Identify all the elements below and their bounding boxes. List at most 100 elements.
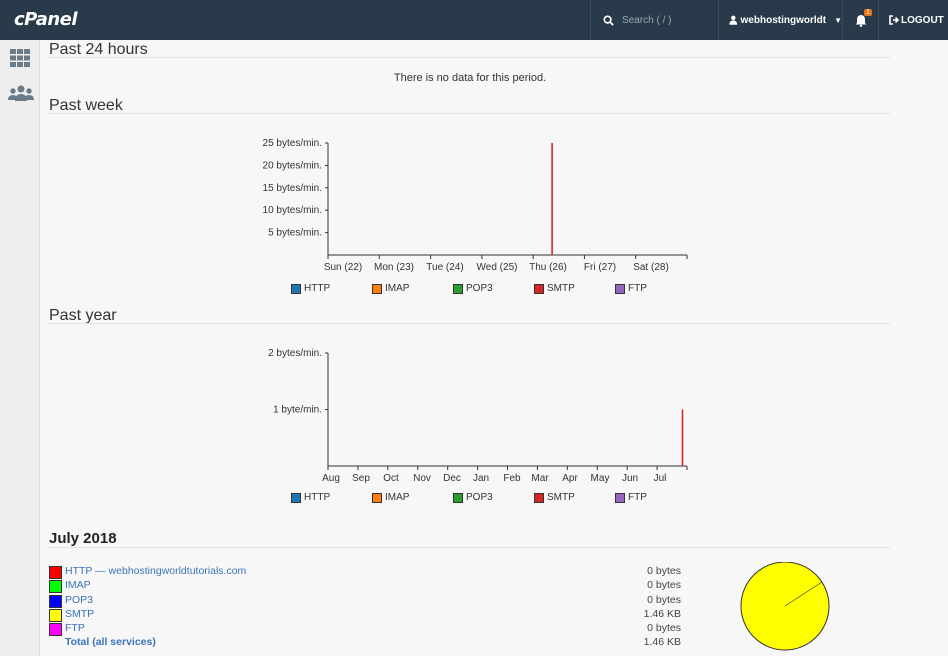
usage-value: 0 bytes xyxy=(647,622,681,635)
usage-swatch xyxy=(49,594,62,608)
search-placeholder: Search ( / ) xyxy=(622,14,672,26)
pie-slice-edge xyxy=(784,581,823,607)
usage-swatch xyxy=(49,580,62,594)
x-tick-label: Dec xyxy=(443,473,461,484)
usage-total-row: Total (all services) 1.46 KB xyxy=(49,636,689,650)
bandwidth-pie-chart xyxy=(740,562,830,651)
divider xyxy=(49,323,890,324)
usage-service-link[interactable]: POP3 xyxy=(65,593,94,606)
usage-service-link[interactable]: HTTP — webhostingworldtutorials.com xyxy=(65,565,247,577)
usage-service-link[interactable]: FTP xyxy=(65,622,85,635)
y-tick-label: 20 bytes/min. xyxy=(263,160,322,171)
legend-swatch xyxy=(372,283,382,294)
usage-row: FTP 0 bytes xyxy=(49,622,689,637)
logout-button[interactable]: LOGOUT xyxy=(878,0,948,40)
section-title-year: Past year xyxy=(49,307,117,324)
usage-service-link[interactable]: IMAP xyxy=(65,579,91,592)
users-icon[interactable] xyxy=(8,84,34,104)
user-menu[interactable]: webhostingworldt ▼ xyxy=(718,0,842,40)
x-tick-label: May xyxy=(591,473,610,484)
weekly-chart-legend: HTTP IMAP POP3 SMTP FTP xyxy=(291,283,696,294)
usage-value: 0 bytes xyxy=(647,565,681,577)
legend-swatch xyxy=(534,283,544,294)
yearly-traffic-chart: 1 byte/min. 2 bytes/min. Aug Sep Oct Nov Dec Ja… xyxy=(268,348,688,484)
y-tick-label: 2 bytes/min. xyxy=(268,348,322,359)
divider xyxy=(49,57,890,58)
legend-swatch xyxy=(453,492,463,503)
yearly-chart-legend: HTTP IMAP POP3 SMTP FTP xyxy=(291,492,696,503)
section-title-week: Past week xyxy=(49,97,123,114)
usage-total-link[interactable]: Total (all services) xyxy=(65,636,156,649)
legend-swatch xyxy=(291,492,301,503)
divider xyxy=(49,113,890,114)
legend-swatch xyxy=(534,492,544,503)
y-tick-label: 15 bytes/min. xyxy=(263,183,322,194)
x-tick-label: Feb xyxy=(503,473,521,484)
legend-item-smtp: SMTP xyxy=(534,492,615,503)
legend-swatch xyxy=(453,283,463,294)
usage-swatch xyxy=(49,608,62,622)
x-tick-label: Thu (26) xyxy=(529,262,567,273)
legend-swatch xyxy=(372,492,382,503)
x-tick-label: Oct xyxy=(383,473,399,484)
usage-row: SMTP 1.46 KB xyxy=(49,608,689,622)
usage-value: 1.46 KB xyxy=(643,607,681,620)
legend-item-imap: IMAP xyxy=(372,283,453,294)
grid-icon[interactable] xyxy=(8,48,32,68)
logout-icon xyxy=(889,15,899,25)
month-title: July 2018 xyxy=(49,530,117,547)
legend-label: IMAP xyxy=(385,492,410,503)
legend-item-ftp: FTP xyxy=(615,283,696,294)
x-tick-label: Aug xyxy=(322,473,340,484)
legend-swatch xyxy=(615,492,625,503)
x-tick-label: Jan xyxy=(473,473,489,484)
legend-label: POP3 xyxy=(466,492,493,503)
legend-item-pop3: POP3 xyxy=(453,283,534,294)
usage-value: 0 bytes xyxy=(647,593,681,606)
x-tick-label: Wed (25) xyxy=(477,262,518,273)
legend-swatch xyxy=(615,283,625,294)
x-tick-label: Mar xyxy=(531,473,549,484)
bell-icon xyxy=(855,14,866,27)
legend-label: FTP xyxy=(628,283,647,294)
search-icon xyxy=(603,14,614,26)
sidebar xyxy=(0,40,40,656)
x-tick-label: Sep xyxy=(352,473,370,484)
notifications-button[interactable]: 1 xyxy=(842,0,878,40)
x-tick-label: Tue (24) xyxy=(426,262,463,273)
legend-label: HTTP xyxy=(304,283,331,294)
usage-total-value: 1.46 KB xyxy=(643,636,681,649)
legend-item-http: HTTP xyxy=(291,283,372,294)
x-tick-label: Jul xyxy=(654,473,667,484)
y-tick-label: 5 bytes/min. xyxy=(268,228,322,239)
x-tick-label: Jun xyxy=(622,473,638,484)
y-tick-label: 10 bytes/min. xyxy=(263,205,322,216)
logout-label: LOGOUT xyxy=(901,14,944,26)
x-tick-label: Apr xyxy=(562,473,578,484)
legend-label: SMTP xyxy=(547,283,575,294)
y-tick-label: 25 bytes/min. xyxy=(263,138,322,149)
x-tick-label: Sun (22) xyxy=(324,262,362,273)
usage-row: HTTP — webhostingworldtutorials.com 0 byt… xyxy=(49,565,689,579)
usage-value: 0 bytes xyxy=(647,579,681,592)
legend-swatch xyxy=(291,283,301,294)
chevron-down-icon: ▼ xyxy=(834,15,842,25)
cpanel-logo[interactable]: cPanel xyxy=(14,9,78,30)
x-tick-label: Nov xyxy=(413,473,431,484)
usage-row: POP3 0 bytes xyxy=(49,594,689,608)
legend-item-imap: IMAP xyxy=(372,492,453,503)
section-title-24h: Past 24 hours xyxy=(49,41,148,58)
legend-label: HTTP xyxy=(304,492,331,503)
legend-item-smtp: SMTP xyxy=(534,283,615,294)
legend-label: SMTP xyxy=(547,492,575,503)
legend-label: POP3 xyxy=(466,283,493,294)
x-tick-label: Sat (28) xyxy=(633,262,669,273)
x-tick-label: Mon (23) xyxy=(374,262,414,273)
usage-service-link[interactable]: SMTP xyxy=(65,607,95,620)
usage-swatch xyxy=(49,623,62,637)
usage-swatch xyxy=(49,566,62,579)
top-navbar: cPanel Search ( / ) webhostingworldt ▼ 1… xyxy=(0,0,948,40)
usage-row: IMAP 0 bytes xyxy=(49,579,689,594)
y-tick-label: 1 byte/min. xyxy=(273,405,322,416)
search-box[interactable]: Search ( / ) xyxy=(590,0,718,40)
